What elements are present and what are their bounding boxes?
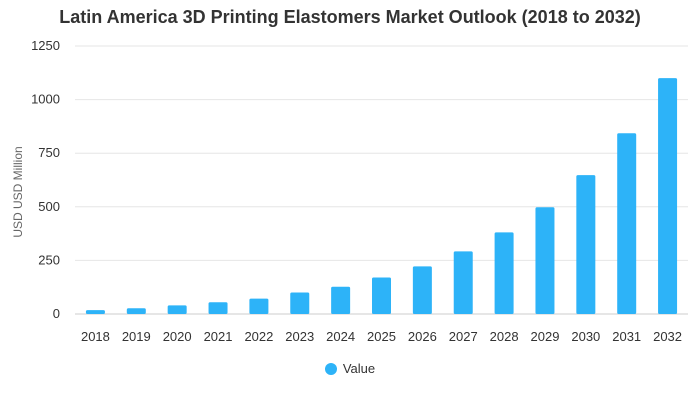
bar <box>290 292 310 314</box>
x-tick-label: 2023 <box>285 329 314 344</box>
bar <box>494 232 514 314</box>
x-tick-label: 2022 <box>244 329 273 344</box>
bar <box>658 78 678 314</box>
x-tick-label: 2021 <box>204 329 233 344</box>
x-tick-label: 2032 <box>653 329 682 344</box>
x-tick-label: 2029 <box>531 329 560 344</box>
x-tick-label: 2024 <box>326 329 355 344</box>
chart-title: Latin America 3D Printing Elastomers Mar… <box>59 7 641 27</box>
x-tick-label: 2028 <box>490 329 519 344</box>
x-tick-label: 2025 <box>367 329 396 344</box>
y-tick-label: 750 <box>38 145 60 160</box>
x-tick-label: 2020 <box>163 329 192 344</box>
x-tick-label: 2030 <box>571 329 600 344</box>
y-tick-label: 1250 <box>31 38 60 53</box>
bar <box>126 308 146 314</box>
x-tick-label: 2027 <box>449 329 478 344</box>
y-tick-label: 250 <box>38 252 60 267</box>
bar <box>372 277 391 314</box>
bar <box>167 305 187 314</box>
legend[interactable]: Value <box>0 361 700 376</box>
x-tick-label: 2019 <box>122 329 151 344</box>
y-tick-label: 1000 <box>31 92 60 107</box>
bar <box>535 207 555 314</box>
bar <box>576 175 596 314</box>
legend-label: Value <box>342 361 376 376</box>
x-tick-label: 2018 <box>81 329 110 344</box>
x-tick-label: 2026 <box>408 329 437 344</box>
bar <box>331 286 351 314</box>
bar <box>249 298 269 314</box>
y-tick-label: 0 <box>53 306 60 321</box>
bar <box>617 133 637 314</box>
x-tick-label: 2031 <box>612 329 641 344</box>
y-tick-label: 500 <box>38 199 60 214</box>
bar <box>85 310 105 314</box>
bar <box>208 302 228 314</box>
bar <box>412 266 432 314</box>
legend-swatch <box>324 362 337 375</box>
bar <box>453 251 473 314</box>
